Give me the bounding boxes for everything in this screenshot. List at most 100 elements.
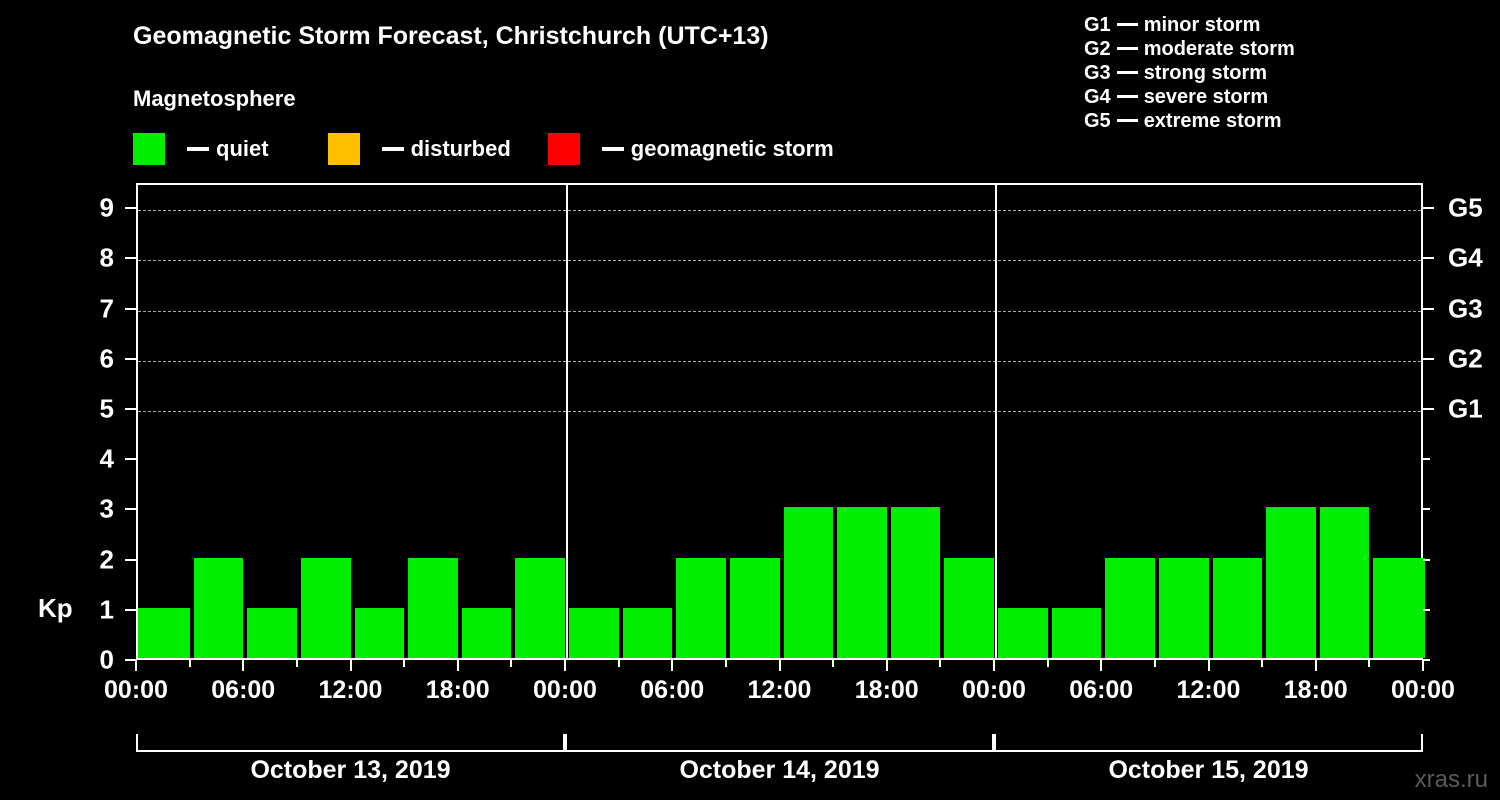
legend-item-quiet: quiet [133, 133, 269, 165]
magnetosphere-label: Magnetosphere [133, 86, 296, 111]
y-tick-label: 9 [99, 192, 114, 223]
x-tick-mark [939, 660, 942, 667]
x-tick-label: 18:00 [1283, 676, 1348, 704]
bar [138, 607, 190, 658]
gridline [138, 310, 1421, 312]
g-tick-mark [1423, 357, 1434, 360]
y-tick-mark [125, 257, 136, 260]
y-tick-label: 0 [99, 644, 114, 675]
y-tick-mark [125, 407, 136, 410]
legend-dash-icon [187, 147, 209, 151]
g-tick-label: G1 [1448, 393, 1483, 424]
y-tick-mark [125, 659, 136, 661]
y-tick-mark [125, 558, 136, 561]
x-tick-label: 12:00 [747, 676, 812, 704]
bar [247, 607, 297, 658]
day-bracket [994, 734, 1423, 752]
x-tick-mark [564, 660, 566, 671]
x-tick-label: 00:00 [962, 676, 1026, 704]
g-legend-row-g3: G3 strong storm [1064, 61, 1484, 85]
bar [569, 607, 619, 658]
g-tick-mark [1423, 207, 1434, 210]
x-tick-mark [1368, 660, 1371, 667]
gridline [138, 360, 1421, 362]
g-tick-mark [1423, 307, 1434, 310]
x-tick-mark [135, 660, 137, 671]
y-tick-mark [125, 207, 136, 210]
x-tick-mark [1261, 660, 1264, 667]
x-tick-label: 00:00 [1391, 676, 1455, 704]
y-tick-label: 2 [99, 544, 114, 575]
g-dash-icon [1116, 47, 1138, 50]
x-tick-label: 18:00 [425, 676, 490, 704]
bar [1212, 557, 1263, 658]
y-tick-mark [125, 357, 136, 360]
g-dash-icon [1116, 95, 1138, 98]
legend-label: geomagnetic storm [630, 136, 834, 161]
x-tick-mark [671, 660, 674, 671]
x-tick-mark [724, 660, 727, 667]
x-tick-label: 00:00 [104, 676, 168, 704]
x-tick-label: 06:00 [640, 676, 705, 704]
day-brackets: October 13, 2019 October 14, 2019 October … [136, 734, 1423, 796]
y-tick-label: 7 [99, 293, 114, 324]
y-tick-label: 8 [99, 242, 114, 273]
g-code-label: G5 [1084, 110, 1111, 132]
y-tick-label: 6 [99, 343, 114, 374]
gridline [138, 260, 1421, 262]
disturbed-swatch [327, 133, 360, 165]
day-bracket [136, 734, 565, 752]
g-legend-row-g1: G1 minor storm [1064, 13, 1484, 37]
g-tick-mark [1423, 257, 1434, 260]
y-tick-mark [125, 508, 136, 511]
g-code-label: G1 [1084, 14, 1111, 36]
day-label: October 14, 2019 [679, 756, 880, 784]
plot-area [136, 183, 1425, 660]
legend-dash-icon [601, 147, 624, 151]
bar [998, 607, 1048, 658]
x-tick-mark [1422, 660, 1424, 671]
x-tick-mark [188, 660, 191, 667]
x-tick-mark [832, 660, 835, 667]
bar [890, 507, 941, 658]
bar [837, 507, 887, 658]
y-axis-title: Kp [38, 593, 73, 623]
bar [1266, 507, 1316, 658]
x-tick-mark [1046, 660, 1049, 667]
y-tick-label: 3 [99, 493, 114, 524]
bar [1105, 557, 1155, 658]
g-tick-label: G2 [1448, 343, 1483, 374]
g-dash-icon [1116, 23, 1138, 26]
bar [676, 557, 726, 658]
bar [354, 607, 405, 658]
x-tick-mark [456, 660, 459, 671]
g-description-label: strong storm [1143, 62, 1268, 84]
plot-gridlines [138, 185, 1421, 658]
bar [300, 557, 351, 658]
legend-label: disturbed [410, 136, 511, 161]
y-tick-label: 1 [99, 594, 114, 625]
g-code-label: G3 [1084, 62, 1111, 84]
g-dash-icon [1116, 71, 1138, 74]
bar [783, 507, 834, 658]
bar [193, 557, 244, 658]
bar [461, 607, 512, 658]
x-tick-label: 12:00 [318, 676, 383, 704]
bar [622, 607, 673, 658]
g-legend-row-g5: G5 extreme storm [1064, 109, 1484, 133]
bar [1158, 557, 1209, 658]
day-divider-line [995, 185, 997, 658]
page-title: Geomagnetic Storm Forecast, Christchurch… [133, 22, 769, 50]
y-tick-mark [125, 458, 136, 461]
g-dash-icon [1116, 119, 1138, 122]
bar [1319, 507, 1370, 658]
g-tick-label: G5 [1448, 192, 1483, 223]
x-axis-time: 00:00 06:00 12:00 18:00 00:00 06:00 12:00 18:00… [104, 660, 1455, 720]
bar [1051, 607, 1102, 658]
x-tick-label: 00:00 [533, 676, 597, 704]
bar [944, 557, 994, 658]
day-label: October 15, 2019 [1108, 756, 1309, 784]
g-tick-mark [1423, 458, 1430, 461]
g-tick-label: G4 [1448, 242, 1483, 273]
x-tick-mark [510, 660, 513, 667]
